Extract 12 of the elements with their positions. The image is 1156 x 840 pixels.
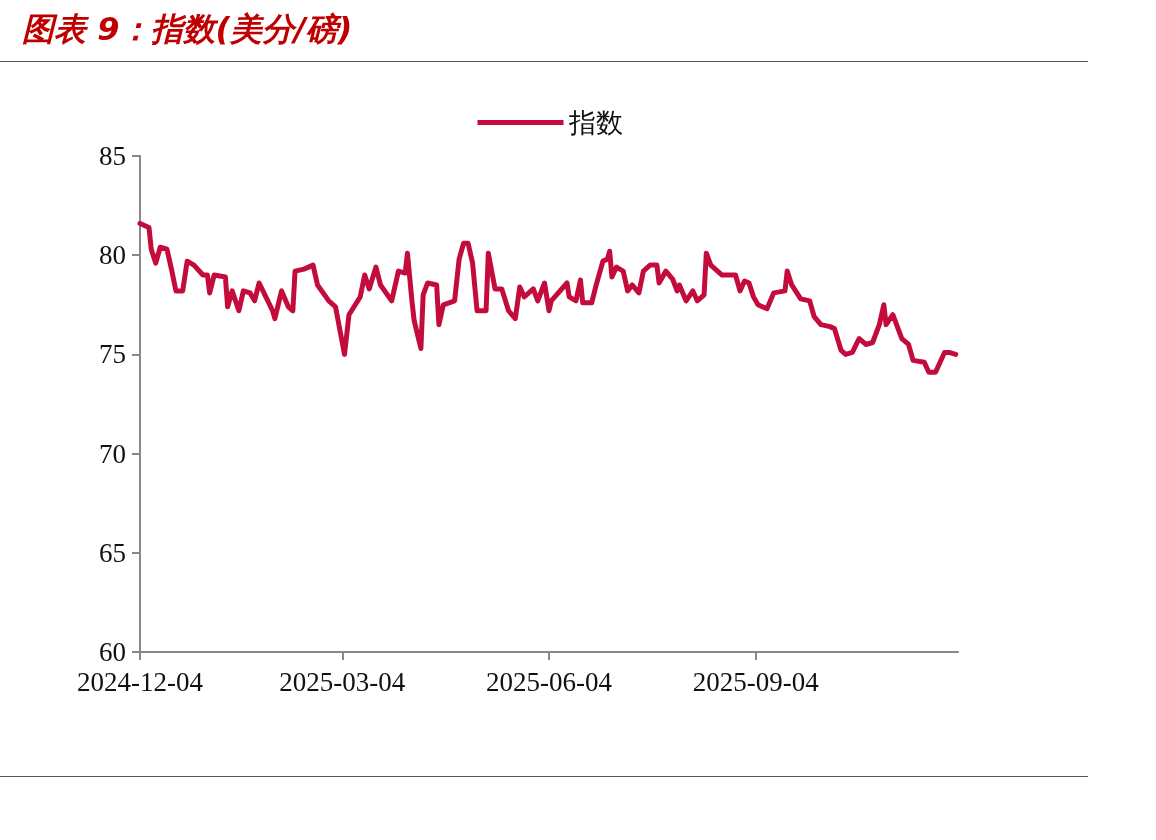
y-tick-label: 60 xyxy=(99,637,126,667)
x-tick-label: 2025-06-04 xyxy=(486,666,613,697)
y-tick-label: 85 xyxy=(99,141,126,171)
x-tick-label: 2025-03-04 xyxy=(279,666,406,697)
x-tick-label: 2025-09-04 xyxy=(692,666,820,697)
chart-title: 图表 9：指数(美分/磅) xyxy=(22,9,353,50)
y-tick-label: 80 xyxy=(99,240,126,271)
y-tick-label: 75 xyxy=(99,339,126,370)
y-tick-label: 65 xyxy=(99,537,126,568)
y-tick-label: 70 xyxy=(99,438,126,469)
legend-label: 指数 xyxy=(567,107,623,138)
x-tick-label: 2024-12-04 xyxy=(77,666,204,697)
